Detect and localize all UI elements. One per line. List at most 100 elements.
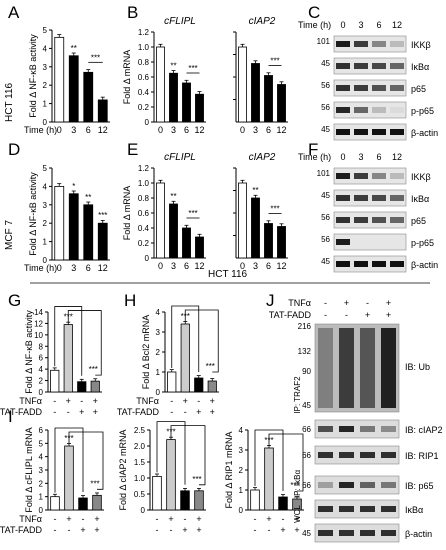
blot-panel-F: Time (h) 0 3 6 12 IKKβ 101 IκBα 45 p65 56 p-p65 56 β-… xyxy=(298,152,438,273)
j-band-2-0 xyxy=(318,482,333,488)
bracket-I2 xyxy=(156,421,186,485)
blot-time-F-2: 6 xyxy=(376,152,381,162)
blot-label-F-1: IκBα xyxy=(411,194,429,204)
x-tick-label-E1-2: 6 xyxy=(184,261,189,271)
blot-band-C-2-0 xyxy=(336,85,350,91)
x-tick-label-E1-0: 0 xyxy=(158,261,163,271)
x-tick-label-A-2: 6 xyxy=(86,125,91,135)
blot-label-F-4: β-actin xyxy=(411,260,438,270)
sign-H-1-3: + xyxy=(210,407,215,417)
y-tick-label-B1: 1.2 xyxy=(138,28,150,37)
bar-E2-2 xyxy=(264,223,273,259)
bar-I2-3 xyxy=(194,490,204,511)
j-band-4-3 xyxy=(381,530,396,536)
sign-I2-0-1: + xyxy=(168,514,173,524)
sig-mark-E1-1: ** xyxy=(170,192,176,201)
sign-G-1-2: + xyxy=(79,407,84,417)
blot-band-C-0-2 xyxy=(372,41,386,47)
bracket-sig-B2: *** xyxy=(270,57,279,66)
blot-strip-C-2 xyxy=(333,79,407,97)
panel-letter-F: F xyxy=(308,140,318,159)
j-tat-label: TAT-FADD xyxy=(269,310,312,320)
bracket-I3 xyxy=(254,429,284,491)
y-tick-label-E1: 1.0 xyxy=(138,179,150,188)
sign-G-0-0: - xyxy=(53,396,56,406)
j-strip-4 xyxy=(314,523,400,543)
j-sign-1-3: + xyxy=(386,310,391,320)
sign-I3-1-3: + xyxy=(294,525,299,535)
j-mw-7: 45 xyxy=(302,529,311,538)
j-band-3-0 xyxy=(318,506,333,512)
y-tick-label-A: 3 xyxy=(43,63,48,72)
y-tick-label-E1: 0.4 xyxy=(138,224,150,233)
j-sign-0-3: + xyxy=(386,298,391,308)
blot-strip-F-1 xyxy=(333,189,407,207)
j-band-3-3 xyxy=(381,506,396,512)
sign-H-1-1: - xyxy=(184,407,187,417)
y-tick-label-D: 0 xyxy=(43,256,48,265)
y-tick-label-A: 4 xyxy=(43,44,48,53)
bar-I2-2 xyxy=(180,490,190,511)
sign-I2-0-2: - xyxy=(184,514,187,524)
y-tick-label-E1: 1.2 xyxy=(138,164,150,173)
bracket-sig-H: *** xyxy=(206,362,215,371)
y-tick-label-I2: 1.0 xyxy=(134,474,146,483)
y-tick-label-A: 5 xyxy=(43,26,48,35)
j-band-2-1 xyxy=(339,482,354,488)
blot-band-F-2-0 xyxy=(336,217,350,223)
blot-band-C-4-0 xyxy=(336,129,350,135)
y-tick-label-E1: 0.6 xyxy=(138,209,150,218)
x-tick-label-B2-2: 6 xyxy=(266,125,271,135)
sign-G-0-3: + xyxy=(93,396,98,406)
sign-I1-0-0: - xyxy=(54,514,57,524)
x-tick-label-D-0: 0 xyxy=(57,263,62,273)
y-tick-label-A: 1 xyxy=(43,100,48,109)
sign-I1-1-0: - xyxy=(54,525,57,535)
sign-I3-1-2: + xyxy=(280,525,285,535)
sign-I1-1-3: + xyxy=(94,525,99,535)
j-label-3: IB: p65 xyxy=(405,481,434,491)
j-band-0-1 xyxy=(339,426,354,432)
blot-band-F-1-3 xyxy=(390,195,404,201)
sign-H-1-0: - xyxy=(170,407,173,417)
bar-A-0 xyxy=(54,36,65,123)
bar-B1-1 xyxy=(169,72,178,123)
blot-mw-C-0: 101 xyxy=(317,37,331,46)
y-tick-label-B1: 1.0 xyxy=(138,43,150,52)
sign-G-0-1: + xyxy=(66,396,71,406)
x-tick-label-E2-3: 12 xyxy=(276,261,286,271)
y-tick-label-I1: 0 xyxy=(39,506,44,515)
chart-title-B1: cFLIPL xyxy=(164,16,196,27)
sign-I3-1-0: - xyxy=(254,525,257,535)
blot-band-C-4-2 xyxy=(372,129,386,135)
x-tick-label-B2-1: 3 xyxy=(253,125,258,135)
bar-I3-1 xyxy=(264,447,274,511)
blot-strip-C-3 xyxy=(333,101,407,119)
sign-H-1-2: + xyxy=(196,407,201,417)
panel-letters: A B C D E F G H I J xyxy=(8,3,320,426)
y-tick-label-D: 3 xyxy=(43,201,48,210)
bar-B1-3 xyxy=(195,93,204,123)
sign-G-1-3: + xyxy=(93,407,98,417)
blot-band-F-2-2 xyxy=(372,217,386,223)
y-tick-label-G: 12 xyxy=(34,319,43,328)
y-tick-label-I2: 2.0 xyxy=(134,442,146,451)
bar-I1-0 xyxy=(50,496,60,511)
blot-mw-C-4: 45 xyxy=(321,125,330,134)
y-tick-label-I2: 0 xyxy=(141,506,146,515)
blots: Time (h) 0 3 6 12 IKKβ 101 IκBα 45 p65 56 p-p65 56 β-… xyxy=(269,20,443,543)
blot-band-C-2-2 xyxy=(372,85,386,91)
sig-mark-D-1: * xyxy=(72,182,75,191)
y-tick-label-I1: 1 xyxy=(39,493,44,502)
tat-label-G: TAT-FADD xyxy=(0,407,42,417)
bar-B1-2 xyxy=(182,82,191,123)
blot-band-F-4-1 xyxy=(354,261,368,267)
bar-G-0 xyxy=(50,369,60,393)
y-tick-label-E1: 0 xyxy=(145,254,150,263)
x-tick-label-E1-3: 12 xyxy=(194,261,204,271)
bar-I3-2 xyxy=(278,496,288,511)
y-tick-label-H: 1 xyxy=(156,368,161,377)
